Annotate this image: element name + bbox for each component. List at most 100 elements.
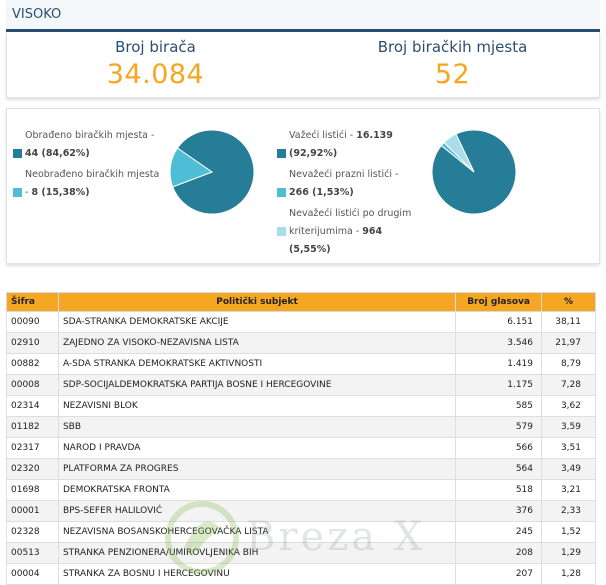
table-header-row: Šifra Politički subjekt Broj glasova % bbox=[6, 292, 596, 312]
ballots-legend: Važeći listići - 16.139 (92,92%) Nevažeći… bbox=[277, 127, 417, 262]
header-votes: Broj glasova bbox=[455, 292, 542, 312]
table-row: 00008 SDP-SOCIJALDEMOKRATSKA PARTIJA BOSN… bbox=[6, 374, 596, 396]
municipality-title: VISOKO bbox=[12, 7, 62, 22]
stations-label: Broj biračkih mjesta bbox=[377, 38, 528, 56]
table-row: 00090 SDA-STRANKA DEMOKRATSKE AKCIJE 6.151… bbox=[6, 311, 596, 333]
cell-subject: NAROD I PRAVDA bbox=[57, 437, 457, 459]
pie-charts-panel: Obrađeno biračkih mjesta - 44 (84,62%) Ne… bbox=[6, 108, 600, 264]
cell-votes: 3.546 bbox=[455, 332, 542, 354]
legend-value: 964 (5,55%) bbox=[289, 226, 383, 255]
cell-code: 01698 bbox=[6, 479, 59, 501]
cell-subject: ZAJEDNO ZA VISOKO-NEZAVISNA LISTA bbox=[57, 332, 457, 354]
legend-value: 266 (1,53%) bbox=[289, 187, 354, 198]
table-row: 02910 ZAJEDNO ZA VISOKO-NEZAVISNA LISTA 3.… bbox=[6, 332, 596, 354]
cell-code: 02317 bbox=[6, 437, 59, 459]
cell-code: 02328 bbox=[6, 521, 59, 543]
stations-legend: Obrađeno biračkih mjesta - 44 (84,62%) Ne… bbox=[13, 127, 163, 205]
table-row: 01182 SBB 579 3,59 bbox=[6, 416, 596, 438]
legend-text: Neobrađeno biračkih mjesta - bbox=[25, 169, 160, 198]
cell-percent: 3,49 bbox=[541, 458, 596, 480]
cell-percent: 3,21 bbox=[541, 479, 596, 501]
legend-swatch-icon bbox=[277, 149, 286, 158]
cell-percent: 7,28 bbox=[541, 374, 596, 396]
cell-code: 00513 bbox=[6, 542, 59, 564]
table-row: 00001 BPS-SEFER HALILOVIĆ 376 2,33 bbox=[6, 500, 596, 522]
legend-item: Neobrađeno biračkih mjesta - 8 (15,38%) bbox=[13, 166, 163, 202]
legend-swatch-icon bbox=[277, 188, 286, 197]
stats-panel: Broj birača 34.084 Broj biračkih mjesta … bbox=[6, 32, 600, 98]
cell-votes: 6.151 bbox=[455, 311, 542, 333]
cell-percent: 38,11 bbox=[541, 311, 596, 333]
cell-subject: NEZAVISNI BLOK bbox=[57, 395, 457, 417]
legend-value: 16.139 (92,92%) bbox=[289, 130, 393, 159]
results-table: Šifra Politički subjekt Broj glasova % 0… bbox=[6, 292, 596, 585]
ballots-pie-chart bbox=[431, 129, 517, 215]
legend-value: 44 (84,62%) bbox=[25, 148, 90, 159]
legend-item: Važeći listići - 16.139 (92,92%) bbox=[277, 127, 417, 163]
cell-code: 01182 bbox=[6, 416, 59, 438]
voters-value: 34.084 bbox=[106, 59, 205, 90]
legend-swatch-icon bbox=[13, 149, 22, 158]
cell-code: 00004 bbox=[6, 563, 59, 585]
cell-subject: BPS-SEFER HALILOVIĆ bbox=[57, 500, 457, 522]
legend-text: Važeći listići - bbox=[289, 130, 357, 141]
cell-percent: 3,59 bbox=[541, 416, 596, 438]
legend-item: Nevažeći prazni listići - 266 (1,53%) bbox=[277, 166, 417, 202]
cell-percent: 2,33 bbox=[541, 500, 596, 522]
cell-percent: 1,28 bbox=[541, 563, 596, 585]
cell-votes: 566 bbox=[455, 437, 542, 459]
legend-text: Obrađeno biračkih mjesta - bbox=[25, 130, 155, 141]
cell-code: 00882 bbox=[6, 353, 59, 375]
cell-subject: PLATFORMA ZA PROGRES bbox=[57, 458, 457, 480]
cell-votes: 208 bbox=[455, 542, 542, 564]
header-code: Šifra bbox=[6, 292, 59, 312]
cell-code: 02314 bbox=[6, 395, 59, 417]
cell-percent: 3,62 bbox=[541, 395, 596, 417]
cell-votes: 518 bbox=[455, 479, 542, 501]
cell-percent: 21,97 bbox=[541, 332, 596, 354]
table-body: 00090 SDA-STRANKA DEMOKRATSKE AKCIJE 6.151… bbox=[6, 311, 596, 585]
cell-code: 02320 bbox=[6, 458, 59, 480]
table-row: 00513 STRANKA PENZIONERA/UMIROVLJENIKA BI… bbox=[6, 542, 596, 564]
cell-code: 00090 bbox=[6, 311, 59, 333]
cell-subject: SDP-SOCIJALDEMOKRATSKA PARTIJA BOSNE I H… bbox=[57, 374, 457, 396]
header-subject: Politički subjekt bbox=[57, 292, 457, 312]
voters-stat: Broj birača 34.084 bbox=[7, 36, 304, 92]
cell-votes: 376 bbox=[455, 500, 542, 522]
cell-percent: 3,51 bbox=[541, 437, 596, 459]
pie-slice bbox=[443, 133, 475, 173]
cell-votes: 245 bbox=[455, 521, 542, 543]
table-row: 00882 A-SDA STRANKA DEMOKRATSKE AKTIVNOST… bbox=[6, 353, 596, 375]
legend-item: Nevažeći listići po drugim kriterijumima… bbox=[277, 205, 417, 259]
results-table-container: Šifra Politički subjekt Broj glasova % 0… bbox=[6, 292, 596, 585]
stations-value: 52 bbox=[434, 59, 471, 90]
table-row: 01698 DEMOKRATSKA FRONTA 518 3,21 bbox=[6, 479, 596, 501]
cell-subject: SDA-STRANKA DEMOKRATSKE AKCIJE bbox=[57, 311, 457, 333]
cell-subject: DEMOKRATSKA FRONTA bbox=[57, 479, 457, 501]
table-row: 00004 STRANKA ZA BOSNU I HERCEGOVINU 207 1,… bbox=[6, 563, 596, 585]
voters-label: Broj birača bbox=[115, 38, 196, 56]
cell-votes: 207 bbox=[455, 563, 542, 585]
legend-swatch-icon bbox=[277, 227, 286, 236]
pie-slice bbox=[169, 147, 214, 188]
cell-percent: 8,79 bbox=[541, 353, 596, 375]
cell-subject: A-SDA STRANKA DEMOKRATSKE AKTIVNOSTI bbox=[57, 353, 457, 375]
legend-swatch-icon bbox=[13, 188, 22, 197]
cell-percent: 1,29 bbox=[541, 542, 596, 564]
cell-subject: STRANKA ZA BOSNU I HERCEGOVINU bbox=[57, 563, 457, 585]
cell-votes: 1.175 bbox=[455, 374, 542, 396]
municipality-header: VISOKO bbox=[6, 0, 600, 32]
table-row: 02317 NAROD I PRAVDA 566 3,51 bbox=[6, 437, 596, 459]
pie-slice bbox=[172, 129, 255, 215]
cell-code: 00001 bbox=[6, 500, 59, 522]
legend-item: Obrađeno biračkih mjesta - 44 (84,62%) bbox=[13, 127, 163, 163]
cell-subject: STRANKA PENZIONERA/UMIROVLJENIKA BIH bbox=[57, 542, 457, 564]
legend-text: Nevažeći prazni listići - bbox=[289, 169, 399, 180]
table-row: 02314 NEZAVISNI BLOK 585 3,62 bbox=[6, 395, 596, 417]
header-percent: % bbox=[541, 292, 596, 312]
stations-pie-chart bbox=[169, 129, 255, 215]
stations-stat: Broj biračkih mjesta 52 bbox=[304, 36, 601, 92]
cell-votes: 1.419 bbox=[455, 353, 542, 375]
cell-code: 00008 bbox=[6, 374, 59, 396]
cell-code: 02910 bbox=[6, 332, 59, 354]
